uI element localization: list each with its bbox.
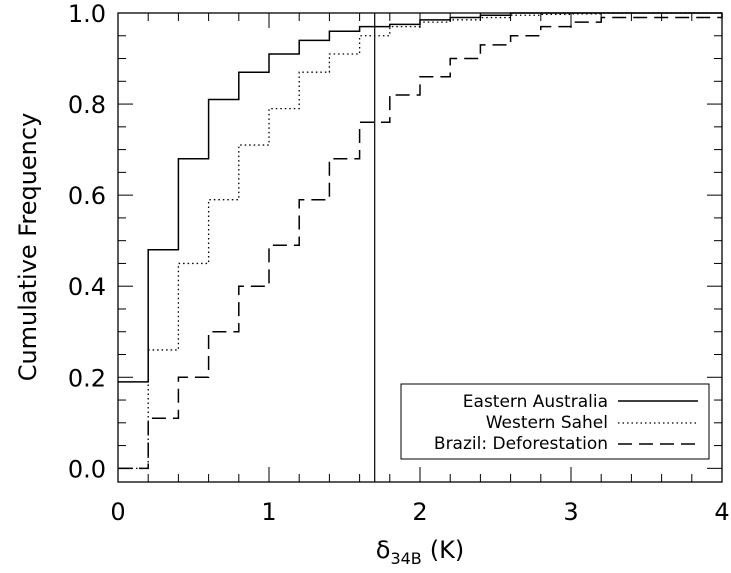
x-tick-label: 2	[412, 498, 427, 526]
y-tick-label: 0.0	[68, 455, 106, 483]
y-axis-title: Cumulative Frequency	[14, 113, 42, 382]
legend-label-brazil-deforestation: Brazil: Deforestation	[434, 434, 608, 454]
x-tick-label: 1	[261, 498, 276, 526]
x-tick-label: 3	[563, 498, 578, 526]
legend-label-eastern-australia: Eastern Australia	[463, 392, 608, 412]
x-tick-label: 0	[110, 498, 125, 526]
plot-content	[118, 12, 723, 482]
x-axis-unit: (K)	[430, 536, 464, 564]
y-tick-label: 0.8	[68, 91, 106, 119]
axis-ticks	[117, 12, 723, 482]
y-tick-label: 1.0	[68, 0, 106, 28]
x-axis-symbol: δ	[376, 536, 391, 564]
series-line-eastern-australia	[118, 12, 722, 383]
legend-label-western-sahel: Western Sahel	[486, 413, 608, 433]
legend-box	[400, 383, 710, 460]
y-tick-label: 0.4	[68, 273, 106, 301]
series-line-brazil-deforestation	[118, 13, 723, 470]
y-tick-label: 0.6	[68, 182, 106, 210]
x-axis-subscript: 34B	[390, 549, 421, 568]
y-tick-label: 0.2	[68, 364, 106, 392]
x-tick-label: 4	[714, 498, 729, 526]
axis-tick-labels: 0 1 2 3 4 0.0 0.2 0.4 0.6 0.8 1.0	[68, 0, 730, 526]
x-axis-title: δ34B (K)	[376, 536, 465, 568]
legend: Eastern Australia Western Sahel Brazil: …	[400, 383, 710, 460]
